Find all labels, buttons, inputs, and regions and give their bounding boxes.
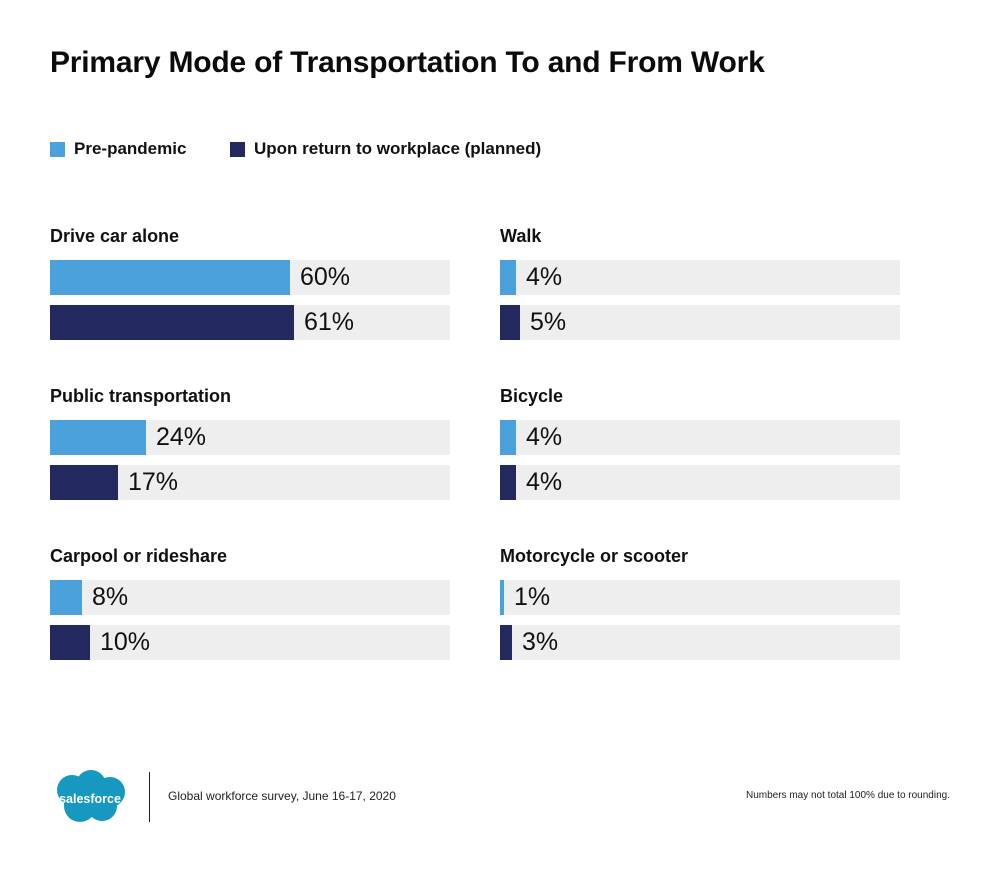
logo-text: salesforce <box>59 792 121 806</box>
bar-value-label: 1% <box>514 583 551 611</box>
bar-track: 8% <box>50 580 450 615</box>
bar-pre-pandemic-walk <box>500 260 516 295</box>
category-label: Drive car alone <box>50 226 180 246</box>
bar-track: 17% <box>50 465 450 500</box>
category-drive-car-alone: Drive car alone 60% 61% <box>50 225 450 350</box>
category-label: Carpool or rideshare <box>50 546 228 566</box>
bar-return-motorcycle-or-scooter <box>500 625 512 660</box>
bar-value-label: 5% <box>530 308 567 336</box>
bar-track: 4% <box>500 465 900 500</box>
category-bicycle: Bicycle 4% 4% <box>500 385 900 510</box>
category-label: Walk <box>500 226 542 246</box>
category-label: Bicycle <box>500 386 564 406</box>
bar-value-label: 61% <box>304 308 355 336</box>
bar-track: 61% <box>50 305 450 340</box>
logo-cloud-shape <box>57 770 125 822</box>
bar-value-label: 60% <box>300 263 351 291</box>
bar-value-label: 4% <box>526 468 563 496</box>
category-public-transportation: Public transportation 24% 17% <box>50 385 450 510</box>
category-walk: Walk 4% 5% <box>500 225 900 350</box>
bar-track: 24% <box>50 420 450 455</box>
chart-title: Primary Mode of Transportation To and Fr… <box>50 46 765 79</box>
bar-track: 1% <box>500 580 900 615</box>
bar-pre-pandemic-public-transportation <box>50 420 146 455</box>
bar-value-label: 4% <box>526 263 563 291</box>
bar-pre-pandemic-bicycle <box>500 420 516 455</box>
bar-track: 60% <box>50 260 450 295</box>
bar-value-label: 4% <box>526 423 563 451</box>
bar-return-public-transportation <box>50 465 118 500</box>
footer-source: Global workforce survey, June 16-17, 202… <box>168 789 396 803</box>
bar-value-label: 3% <box>522 628 559 656</box>
bar-track: 4% <box>500 420 900 455</box>
bar-track: 5% <box>500 305 900 340</box>
category-motorcycle-or-scooter: Motorcycle or scooter 1% 3% <box>500 545 900 670</box>
bar-return-walk <box>500 305 520 340</box>
bar-track: 4% <box>500 260 900 295</box>
footer-note: Numbers may not total 100% due to roundi… <box>745 790 950 801</box>
legend-label-return: Upon return to workplace (planned) <box>254 139 542 158</box>
legend-label-pre-pandemic: Pre-pandemic <box>74 139 187 158</box>
bar-value-label: 24% <box>156 423 207 451</box>
category-label: Public transportation <box>50 386 232 406</box>
bar-pre-pandemic-drive-car-alone <box>50 260 290 295</box>
legend-swatch-pre-pandemic <box>50 142 65 157</box>
bar-pre-pandemic-motorcycle-or-scooter <box>500 580 504 615</box>
bar-value-label: 10% <box>100 628 151 656</box>
bar-track: 10% <box>50 625 450 660</box>
category-label: Motorcycle or scooter <box>500 546 689 566</box>
salesforce-logo: salesforce <box>57 770 125 822</box>
bar-return-bicycle <box>500 465 516 500</box>
bar-value-label: 17% <box>128 468 179 496</box>
footer-divider <box>149 772 150 822</box>
bar-return-drive-car-alone <box>50 305 294 340</box>
bar-return-carpool-or-rideshare <box>50 625 90 660</box>
category-carpool-or-rideshare: Carpool or rideshare 8% 10% <box>50 545 450 670</box>
bar-track: 3% <box>500 625 900 660</box>
bar-pre-pandemic-carpool-or-rideshare <box>50 580 82 615</box>
bar-value-label: 8% <box>92 583 129 611</box>
legend-swatch-return <box>230 142 245 157</box>
